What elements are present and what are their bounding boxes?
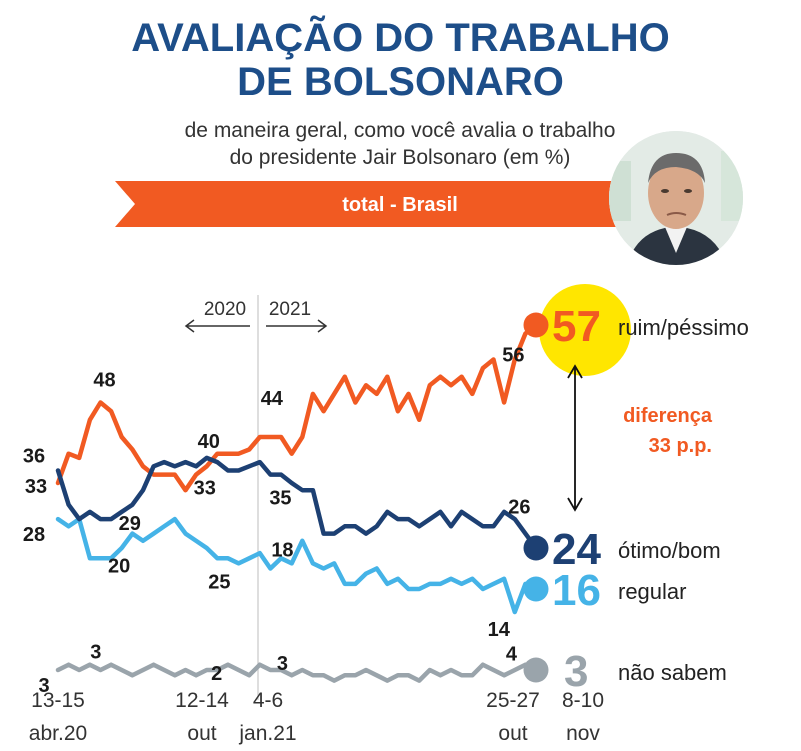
x-tick-label-2-line1: 4-6 (253, 689, 283, 712)
title-line-2: DE BOLSONARO (237, 60, 564, 104)
x-tick-label-2-line2: jan.21 (238, 722, 296, 745)
series-end-dot-otimo (523, 535, 549, 561)
data-label-otimo-0: 36 (23, 445, 45, 467)
difference-label: diferença (623, 405, 713, 427)
series-line-nao_sabem (55, 662, 539, 683)
ruim-highlight-circle (539, 284, 631, 376)
data-label-regular-3: 18 (271, 540, 293, 562)
series-line-ruim (55, 322, 539, 493)
final-value-otimo: 24 (552, 525, 601, 574)
data-label-ruim-4: 56 (502, 345, 524, 367)
x-tick-label-1-line2: out (187, 722, 216, 745)
legend-name-otimo: ótimo/bom (618, 538, 721, 563)
x-tick-label-0-line2: abr.20 (29, 722, 87, 745)
legend-name-regular: regular (618, 579, 686, 604)
year-2021-arrow (266, 319, 328, 333)
data-label-ruim-0: 33 (25, 476, 47, 498)
chart-subtitle: de maneira geral, como você avalia o tra… (120, 117, 680, 171)
x-tick-label-3-line1: 25-27 (486, 689, 540, 712)
difference-arrow (567, 364, 583, 512)
x-tick-label-4-line1: 8-10 (562, 689, 604, 712)
data-label-nao_sabem-0: 3 (38, 675, 49, 697)
subtitle-line-2: do presidente Jair Bolsonaro (em %) (229, 146, 571, 169)
data-label-nao_sabem-3: 3 (277, 653, 288, 675)
data-label-nao_sabem-2: 2 (211, 663, 222, 685)
data-label-regular-0: 28 (23, 524, 45, 546)
year-2021-label: 2021 (269, 299, 311, 320)
data-label-otimo-2: 40 (198, 431, 220, 453)
data-label-nao_sabem-1: 3 (90, 642, 101, 664)
series-end-dot-nao_sabem (523, 657, 549, 683)
series-end-dot-ruim (523, 312, 549, 338)
subtitle-line-1: de maneira geral, como você avalia o tra… (184, 119, 616, 142)
data-label-nao_sabem-4: 4 (506, 644, 518, 666)
data-label-regular-2: 25 (208, 571, 230, 593)
difference-value: 33 p.p. (649, 435, 712, 457)
x-tick-label-4-line2: nov (566, 722, 600, 745)
year-2020-label: 2020 (204, 299, 246, 320)
x-tick-label-0-line1: 13-15 (31, 689, 85, 712)
data-label-otimo-3: 35 (269, 488, 291, 510)
series-line-regular (55, 516, 539, 615)
legend-name-nao_sabem: não sabem (618, 660, 727, 685)
series-line-otimo (55, 455, 539, 551)
legend-name-ruim: ruim/péssimo (618, 315, 749, 340)
final-value-nao_sabem: 3 (564, 647, 588, 696)
series-end-dot-regular (523, 576, 549, 602)
final-value-ruim: 57 (552, 302, 601, 351)
data-label-regular-1: 20 (108, 555, 130, 577)
x-tick-label-1-line1: 12-14 (175, 689, 229, 712)
data-label-otimo-4: 26 (508, 497, 530, 519)
data-label-ruim-1: 48 (93, 370, 115, 392)
x-tick-label-3-line2: out (498, 722, 527, 745)
chart-title: AVALIAÇÃO DO TRABALHO DE BOLSONARO (0, 16, 801, 104)
data-label-ruim-2: 33 (194, 477, 216, 499)
final-value-regular: 16 (552, 566, 601, 615)
year-2020-arrow (184, 319, 250, 333)
banner-label: total - Brasil (342, 194, 458, 216)
data-label-ruim-3: 44 (261, 388, 284, 410)
data-label-regular-4: 14 (488, 619, 511, 641)
data-label-otimo-1: 29 (119, 513, 141, 535)
president-photo (609, 131, 743, 265)
title-line-1: AVALIAÇÃO DO TRABALHO (131, 16, 670, 60)
